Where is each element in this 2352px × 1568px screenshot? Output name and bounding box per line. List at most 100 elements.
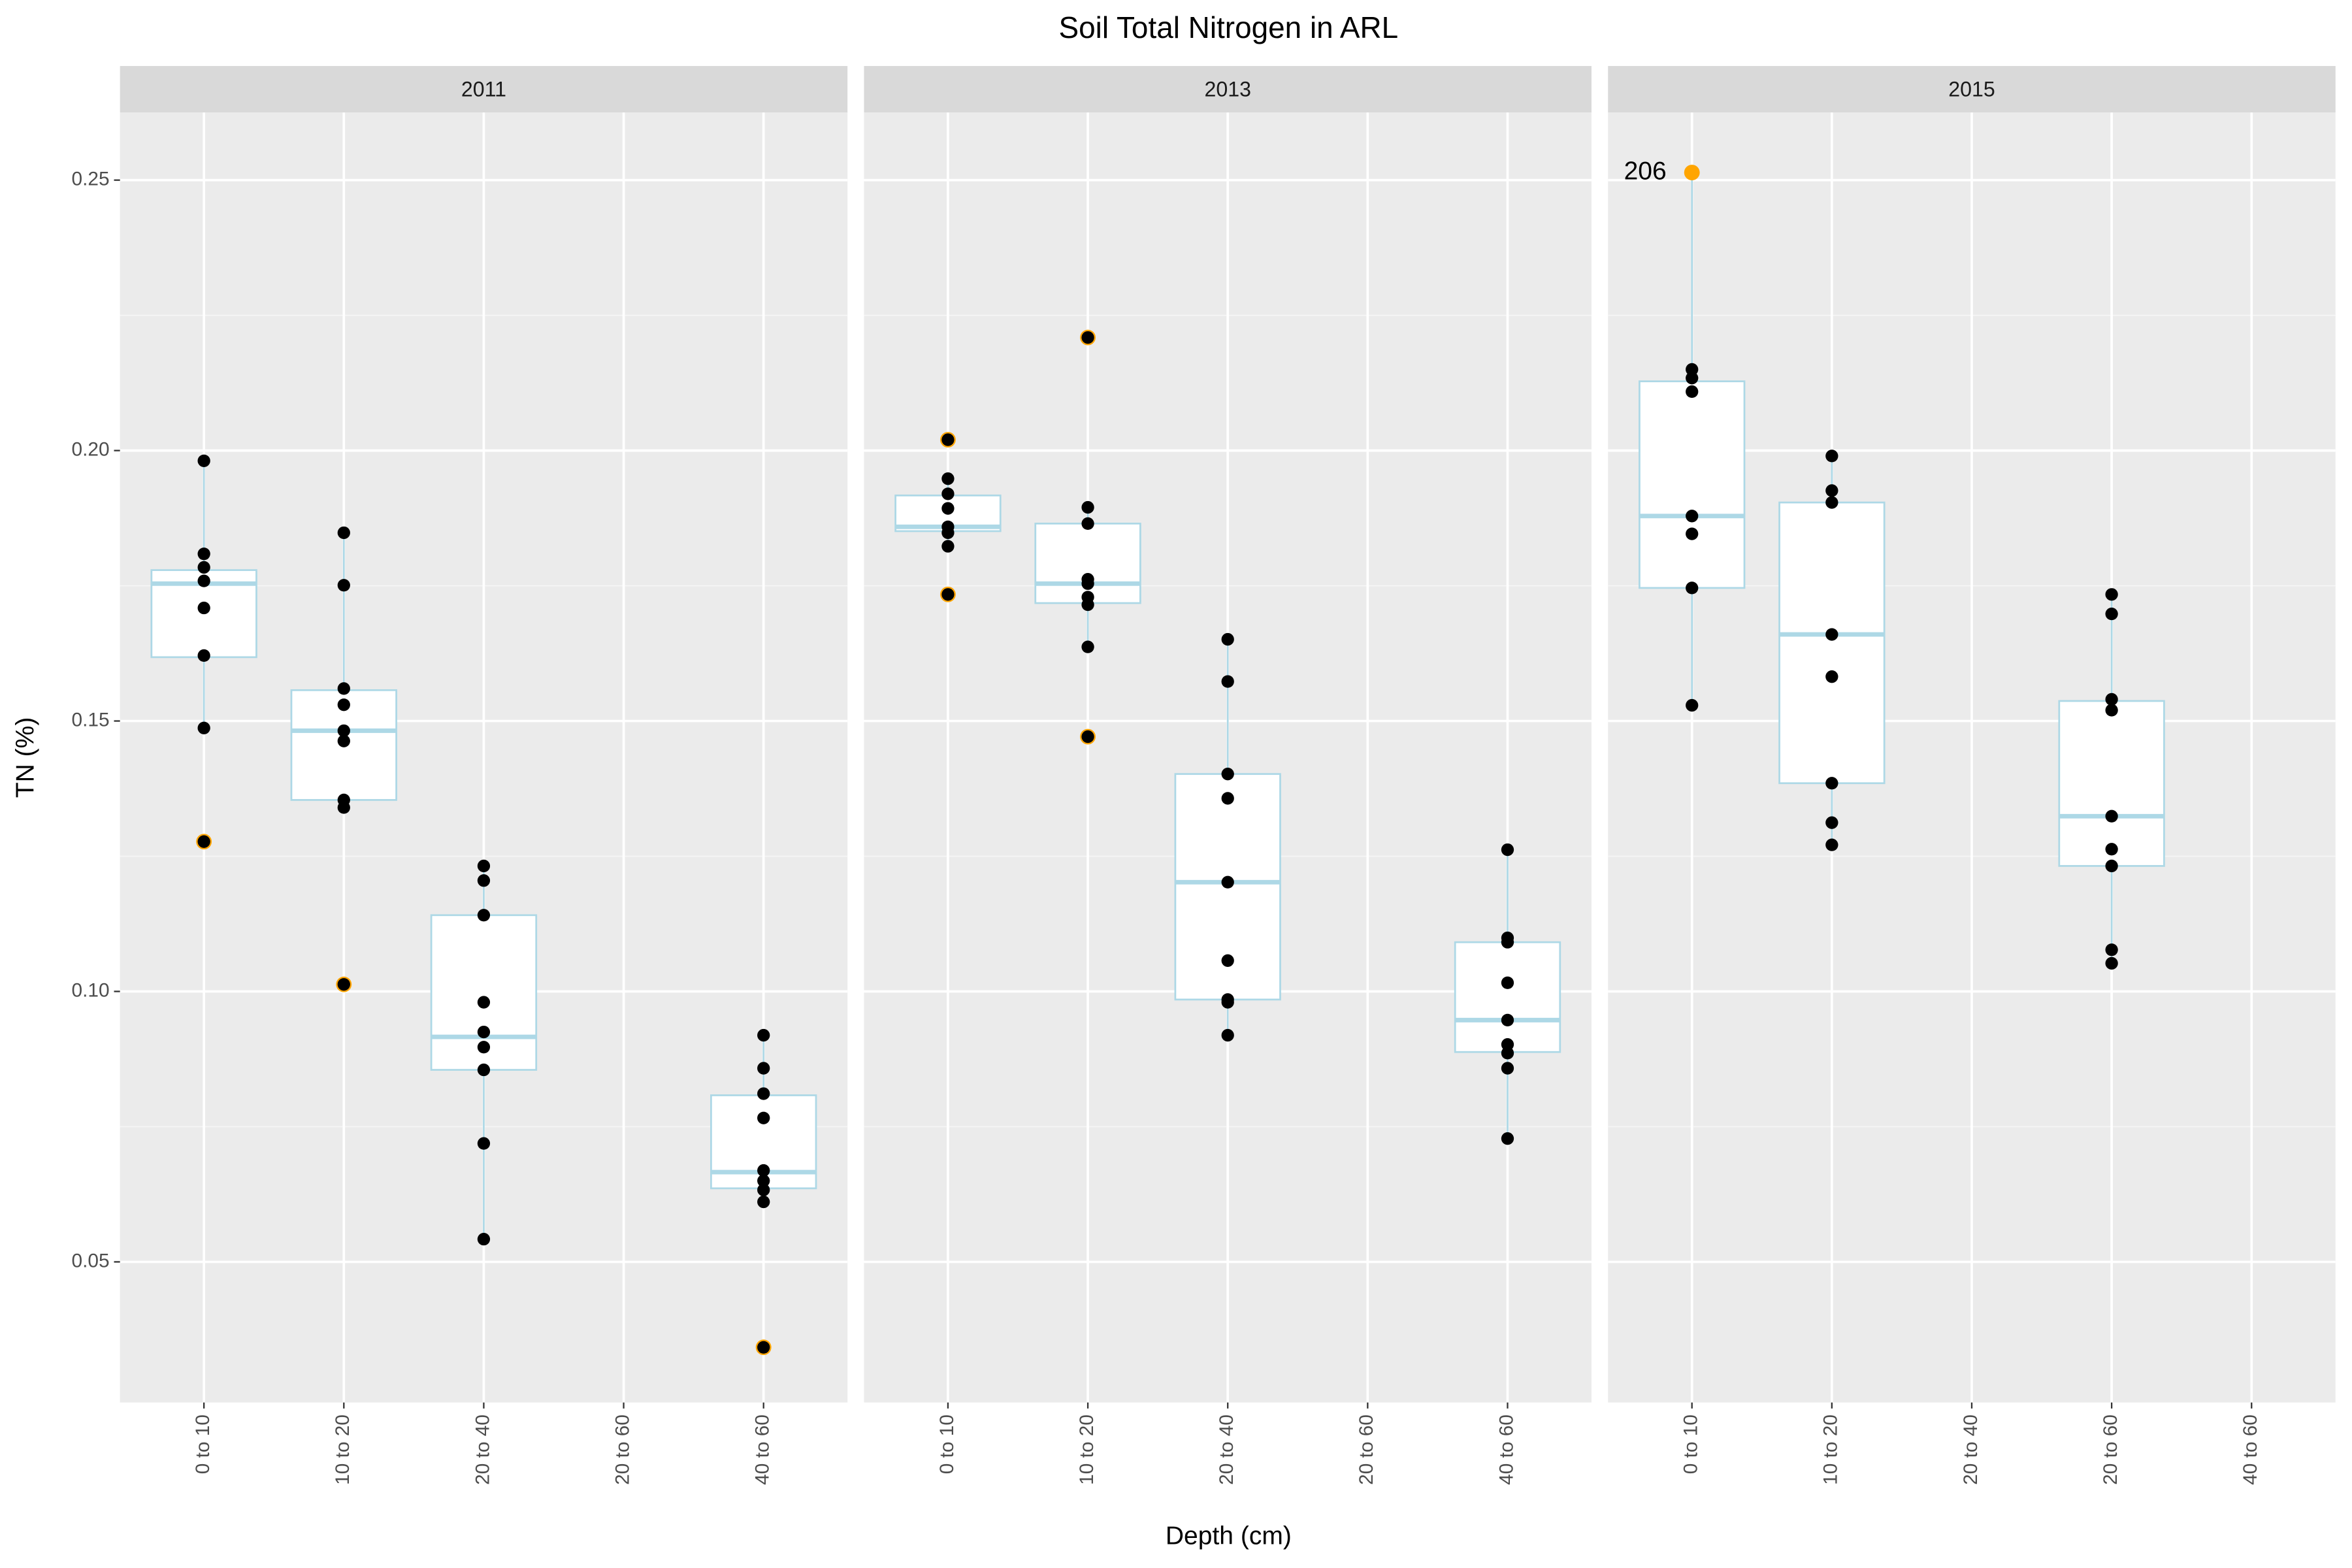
strip-background bbox=[120, 66, 848, 113]
point bbox=[1825, 628, 1838, 641]
point bbox=[1825, 449, 1838, 463]
point bbox=[477, 909, 491, 922]
point bbox=[477, 1063, 491, 1077]
point bbox=[1686, 363, 1699, 376]
x-tick-label: 20 to 40 bbox=[1216, 1414, 1237, 1485]
point bbox=[477, 1137, 491, 1150]
point bbox=[337, 682, 350, 695]
point bbox=[757, 1062, 770, 1075]
point bbox=[1825, 838, 1838, 851]
x-tick-label: 20 to 60 bbox=[1356, 1414, 1377, 1485]
point bbox=[1221, 954, 1234, 967]
x-tick-label: 20 to 40 bbox=[472, 1414, 493, 1485]
box bbox=[1778, 501, 1886, 785]
point bbox=[757, 1341, 770, 1354]
point bbox=[1221, 875, 1234, 889]
outlier bbox=[1684, 165, 1700, 181]
point bbox=[1501, 1013, 1514, 1027]
outlier-label: 206 bbox=[1624, 157, 1667, 185]
point bbox=[337, 579, 350, 592]
y-tick-label: 0.05 bbox=[72, 1250, 110, 1271]
point bbox=[197, 601, 210, 615]
chart-title: Soil Total Nitrogen in ARL bbox=[1058, 10, 1398, 44]
point bbox=[1686, 581, 1699, 595]
x-tick-label: 0 to 10 bbox=[1680, 1414, 1702, 1474]
strip-background bbox=[864, 66, 1592, 113]
point bbox=[1825, 484, 1838, 497]
point bbox=[2105, 704, 2118, 717]
point bbox=[757, 1195, 770, 1209]
point bbox=[2105, 859, 2118, 873]
point bbox=[2105, 843, 2118, 856]
point bbox=[1221, 1028, 1234, 1042]
point bbox=[2105, 588, 2118, 601]
strip-label: 2013 bbox=[1204, 77, 1250, 101]
x-tick-label: 0 to 10 bbox=[192, 1414, 214, 1474]
point bbox=[1501, 1132, 1514, 1145]
point bbox=[1825, 670, 1838, 683]
strip-label: 2015 bbox=[1948, 77, 1995, 101]
point bbox=[197, 574, 210, 587]
point bbox=[1686, 385, 1699, 399]
point bbox=[1825, 816, 1838, 829]
point bbox=[1081, 331, 1094, 344]
point bbox=[757, 1087, 770, 1100]
y-tick-label: 0.20 bbox=[72, 438, 110, 460]
point bbox=[757, 1183, 770, 1196]
point bbox=[757, 1028, 770, 1042]
y-tick-label: 0.10 bbox=[72, 979, 110, 1001]
point bbox=[1686, 510, 1699, 523]
point bbox=[477, 996, 491, 1009]
point bbox=[197, 547, 210, 561]
point bbox=[197, 649, 210, 662]
point bbox=[1686, 698, 1699, 712]
point bbox=[337, 724, 350, 738]
point bbox=[1501, 1062, 1514, 1075]
point bbox=[337, 698, 350, 711]
point bbox=[941, 433, 955, 446]
x-tick-label: 20 to 60 bbox=[612, 1414, 633, 1485]
y-tick-label: 0.25 bbox=[72, 169, 110, 190]
box bbox=[1454, 941, 1561, 1053]
point bbox=[1221, 632, 1234, 646]
box bbox=[1639, 380, 1746, 589]
point bbox=[1221, 675, 1234, 688]
point bbox=[1501, 1037, 1514, 1051]
point bbox=[757, 1174, 770, 1187]
point bbox=[941, 540, 955, 553]
point bbox=[757, 1164, 770, 1177]
point bbox=[2105, 809, 2118, 823]
x-tick-label: 20 to 40 bbox=[1960, 1414, 1982, 1485]
point bbox=[1825, 777, 1838, 790]
strip-label: 2011 bbox=[461, 77, 506, 101]
point bbox=[337, 978, 350, 991]
box bbox=[2058, 700, 2165, 867]
x-tick-label: 10 to 20 bbox=[1820, 1414, 1842, 1485]
y-tick-label: 0.15 bbox=[72, 709, 110, 730]
x-tick-label: 40 to 60 bbox=[752, 1414, 774, 1485]
point bbox=[1081, 577, 1094, 590]
point bbox=[337, 526, 350, 540]
x-tick-label: 40 to 60 bbox=[1495, 1414, 1517, 1485]
point bbox=[1081, 500, 1094, 514]
point bbox=[2105, 693, 2118, 706]
x-tick-label: 0 to 10 bbox=[936, 1414, 958, 1474]
point bbox=[941, 588, 955, 601]
strip-background bbox=[1608, 66, 2336, 113]
point bbox=[2105, 943, 2118, 956]
point bbox=[477, 1025, 491, 1039]
point bbox=[477, 874, 491, 887]
point bbox=[477, 859, 491, 873]
point bbox=[477, 1233, 491, 1246]
point bbox=[1221, 792, 1234, 805]
point bbox=[1686, 527, 1699, 540]
point bbox=[1081, 598, 1094, 612]
point bbox=[2105, 607, 2118, 621]
point bbox=[1501, 843, 1514, 857]
point bbox=[1825, 496, 1838, 509]
point bbox=[1081, 640, 1094, 653]
point bbox=[1501, 1047, 1514, 1060]
point bbox=[1686, 372, 1699, 385]
